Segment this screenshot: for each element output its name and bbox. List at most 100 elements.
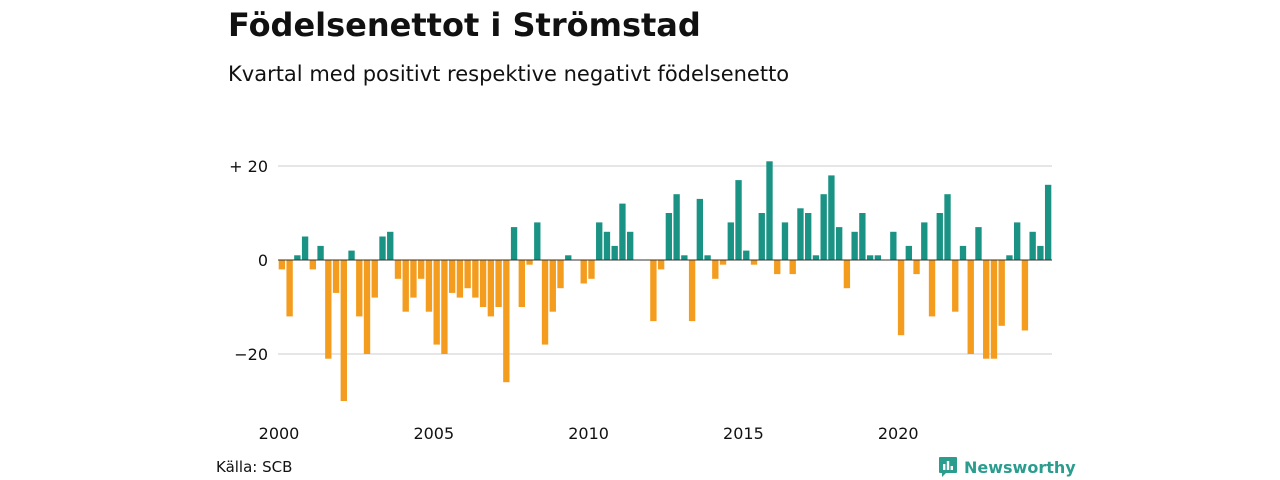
bar-positive [944, 194, 951, 260]
bar-positive [1037, 245, 1044, 260]
bar-positive [921, 222, 928, 260]
bar-positive [317, 245, 324, 260]
bar-positive [627, 231, 634, 260]
bar-negative [410, 260, 417, 298]
bar-positive [510, 227, 518, 260]
bar-negative [448, 260, 456, 293]
bar-positive [681, 255, 688, 260]
bar-negative [1021, 260, 1029, 331]
bar-positive [696, 198, 704, 260]
bar-positive [294, 255, 301, 260]
bar-positive [387, 231, 394, 260]
bar-negative [549, 260, 556, 312]
bar-negative [371, 260, 378, 298]
source-note: Källa: SCB [216, 458, 293, 476]
bar-negative [688, 260, 696, 322]
chart-subtitle: Kvartal med positivt respektive negativt… [228, 62, 790, 86]
bar-positive [812, 255, 820, 260]
bar-positive [1044, 184, 1052, 260]
bars [278, 161, 1052, 401]
bar-positive [348, 250, 355, 260]
bar-negative [774, 260, 781, 275]
bar-positive [859, 213, 866, 260]
bar-negative [998, 260, 1005, 326]
gridlines [278, 165, 1052, 355]
bar-negative [278, 260, 286, 270]
bar-positive [905, 245, 912, 260]
chart-title: Födelsenettot i Strömstad [228, 6, 701, 44]
bar-negative [967, 260, 974, 354]
bar-positive [603, 231, 611, 260]
bar-positive [975, 227, 982, 260]
bar-negative [356, 260, 363, 317]
bar-negative [340, 260, 347, 401]
bar-positive [890, 231, 897, 260]
bar-negative [286, 260, 293, 317]
bar-positive [596, 222, 603, 260]
bar-positive [828, 175, 835, 260]
bar-negative [464, 260, 471, 289]
bar-positive [959, 245, 967, 260]
bar-negative [789, 260, 796, 275]
brand-logo: Newsworthy [938, 456, 1076, 478]
bar-negative [325, 260, 332, 359]
bar-positive [665, 213, 673, 260]
bar-positive [781, 222, 789, 260]
bar-positive [704, 255, 711, 260]
bar-chart: + 20 0 −20 2000 2005 2010 2015 2020 [229, 157, 1052, 443]
bar-negative [363, 260, 371, 354]
bar-negative [990, 260, 998, 359]
bar-negative [479, 260, 487, 307]
x-tick-label: 2020 [878, 424, 919, 443]
bar-positive [301, 236, 309, 260]
bar-negative [928, 260, 936, 317]
bar-negative [983, 260, 990, 359]
bar-negative [750, 260, 758, 265]
bar-negative [588, 260, 595, 279]
bar-positive [379, 236, 386, 260]
bar-negative [719, 260, 727, 265]
bar-positive [851, 231, 858, 260]
bar-negative [557, 260, 564, 289]
bar-negative [495, 260, 502, 307]
bar-positive [619, 203, 626, 260]
bar-positive [735, 180, 742, 260]
bar-negative [897, 260, 905, 336]
bar-negative [657, 260, 665, 270]
bar-negative [472, 260, 479, 298]
bar-positive [727, 222, 734, 260]
bar-negative [580, 260, 587, 284]
x-tick-label: 2005 [413, 424, 454, 443]
bar-negative [952, 260, 959, 312]
bar-positive [936, 213, 943, 260]
bar-negative [456, 260, 464, 298]
bar-positive [766, 161, 773, 260]
bar-positive [565, 255, 572, 260]
bar-positive [1014, 222, 1021, 260]
bar-positive [866, 255, 874, 260]
bar-positive [758, 213, 765, 260]
x-tick-label: 2010 [568, 424, 609, 443]
x-axis-ticks: 2000 2005 2010 2015 2020 [259, 424, 919, 443]
x-tick-label: 2000 [259, 424, 300, 443]
bar-negative [541, 260, 549, 345]
bar-positive [835, 227, 843, 260]
bar-positive [1029, 231, 1036, 260]
bar-negative [433, 260, 440, 345]
bar-negative [418, 260, 425, 279]
bar-positive [534, 222, 541, 260]
bar-negative [843, 260, 851, 289]
bar-positive [820, 194, 827, 260]
bar-negative [526, 260, 533, 265]
y-tick-label: 0 [258, 251, 268, 270]
bar-negative [332, 260, 340, 293]
brand-name: Newsworthy [964, 457, 1076, 477]
bar-positive [743, 250, 750, 260]
newsworthy-icon [939, 457, 957, 477]
bar-negative [487, 260, 495, 317]
bar-negative [913, 260, 920, 275]
bar-positive [673, 194, 680, 260]
bar-negative [712, 260, 719, 279]
bar-positive [797, 208, 804, 260]
bar-positive [1006, 255, 1013, 260]
